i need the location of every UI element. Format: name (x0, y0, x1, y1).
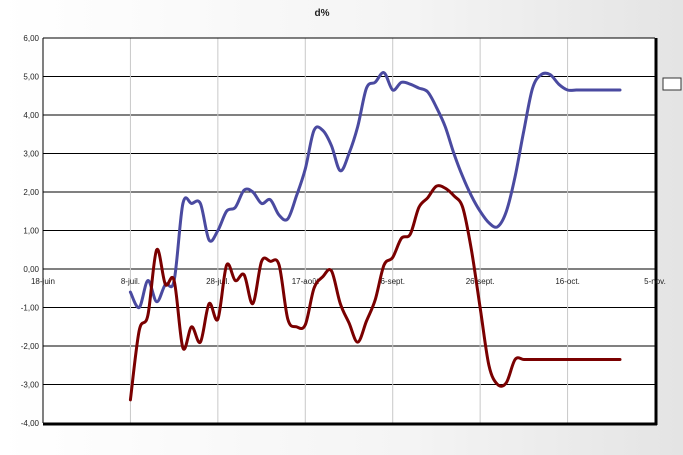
x-tick-label: 16-oct. (555, 277, 579, 286)
y-tick-label: -4,00 (21, 419, 40, 428)
y-tick-label: 0,00 (23, 265, 39, 274)
y-tick-label: -2,00 (21, 342, 40, 351)
chart-title: d% (315, 8, 330, 19)
y-tick-label: 2,00 (23, 188, 39, 197)
y-tick-label: 3,00 (23, 150, 39, 159)
x-tick-label: 28-juil. (206, 277, 230, 286)
x-tick-label: 26-sept. (466, 277, 495, 286)
y-tick-label: 4,00 (23, 111, 39, 120)
x-tick-label: 8-juil. (121, 277, 140, 286)
y-tick-label: 5,00 (23, 73, 39, 82)
x-tick-label: 17-août (292, 277, 320, 286)
y-tick-label: 1,00 (23, 227, 39, 236)
series-line-red (128, 184, 622, 402)
x-tick-label: 18-juin (31, 277, 55, 286)
x-tick-label: 6-sept. (380, 277, 404, 286)
series-line-blue (128, 71, 622, 310)
y-tick-label: -3,00 (21, 381, 40, 390)
y-tick-label: 6,00 (23, 34, 39, 43)
y-tick-label: -1,00 (21, 304, 40, 313)
legend-box (662, 77, 682, 91)
x-tick-label: 5-nov. (644, 277, 666, 286)
